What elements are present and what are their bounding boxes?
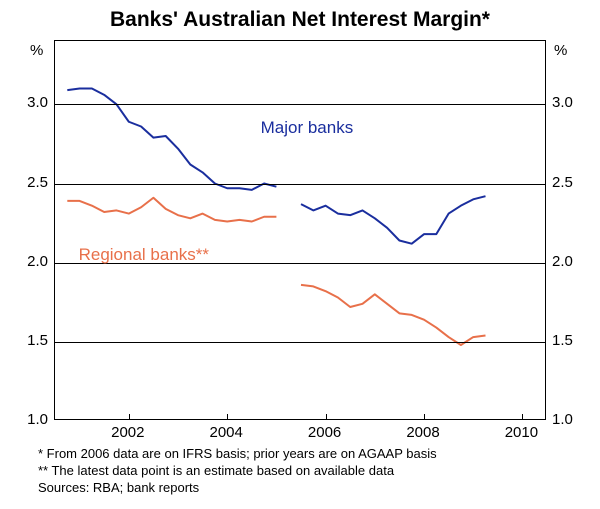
chart-title: Banks' Australian Net Interest Margin*: [0, 8, 600, 32]
x-tick-label: 2008: [406, 424, 439, 441]
footnote: * From 2006 data are on IFRS basis; prio…: [38, 446, 437, 461]
gridline: [55, 104, 545, 105]
x-tick: [424, 414, 425, 420]
y-tick-label-right: 3.0: [552, 94, 573, 111]
y-tick-label-right: 2.0: [552, 253, 573, 270]
gridline: [55, 184, 545, 185]
series-line: [301, 196, 486, 244]
series-label: Regional banks**: [79, 245, 209, 265]
y-tick-label-right: 2.5: [552, 174, 573, 191]
series-label: Major banks: [261, 118, 354, 138]
line-series-svg: [55, 41, 547, 421]
series-line: [67, 198, 276, 222]
y-axis-unit-left: %: [30, 42, 43, 59]
x-tick-label: 2002: [111, 424, 144, 441]
y-tick-label-left: 3.0: [16, 94, 48, 111]
y-tick-label-right: 1.5: [552, 332, 573, 349]
footnote: ** The latest data point is an estimate …: [38, 463, 394, 478]
y-tick-label-left: 2.0: [16, 253, 48, 270]
x-tick: [129, 414, 130, 420]
sources: Sources: RBA; bank reports: [38, 480, 199, 495]
x-tick: [326, 414, 327, 420]
y-tick-label-left: 2.5: [16, 174, 48, 191]
y-axis-unit-right: %: [554, 42, 567, 59]
y-tick-label-left: 1.0: [16, 411, 48, 428]
gridline: [55, 342, 545, 343]
x-tick: [522, 414, 523, 420]
series-line: [301, 285, 486, 345]
y-tick-label-right: 1.0: [552, 411, 573, 428]
x-tick: [227, 414, 228, 420]
plot-area: [54, 40, 546, 420]
x-tick-label: 2004: [210, 424, 243, 441]
x-tick-label: 2010: [505, 424, 538, 441]
y-tick-label-left: 1.5: [16, 332, 48, 349]
chart-container: Banks' Australian Net Interest Margin* 1…: [0, 0, 600, 509]
x-tick-label: 2006: [308, 424, 341, 441]
